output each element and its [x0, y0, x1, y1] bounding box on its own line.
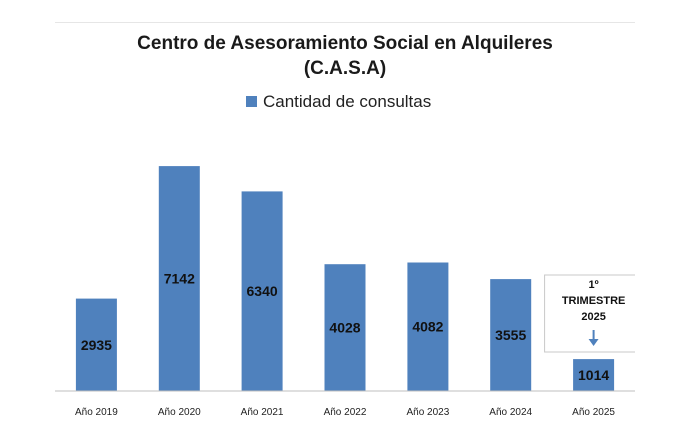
bar-ano-2024: [490, 279, 532, 391]
bar-value-label: 4082: [412, 319, 443, 335]
bar-ano-2020: [158, 166, 200, 391]
note-line: 2025: [581, 311, 605, 323]
x-tick-label: Año 2020: [158, 407, 201, 418]
x-tick-label: Año 2023: [406, 407, 449, 418]
x-tick-label: Año 2024: [489, 407, 532, 418]
down-arrow-head: [588, 339, 599, 346]
bar-chart: Centro de Asesoramiento Social en Alquil…: [55, 33, 635, 418]
bar-ano-2022: [324, 264, 366, 391]
x-tick-label: Año 2019: [75, 407, 118, 418]
chart-title: Centro de Asesoramiento Social en Alquil…: [137, 33, 553, 54]
legend-label: Cantidad de consultas: [263, 92, 431, 111]
legend: Cantidad de consultas: [246, 92, 431, 111]
bar-value-label: 3555: [495, 327, 526, 343]
bar-value-label: 1014: [578, 367, 609, 383]
bar-ano-2019: [75, 298, 117, 391]
x-tick-label: Año 2025: [572, 407, 615, 418]
legend-swatch: [246, 96, 257, 107]
trimester-note: 1º TRIMESTRE 2025: [544, 274, 635, 353]
chart-container: Centro de Asesoramiento Social en Alquil…: [55, 22, 635, 427]
bar-ano-2025: [573, 359, 615, 391]
bar-value-label: 7142: [164, 271, 195, 287]
bar-ano-2021: [241, 191, 283, 391]
bar-value-label: 6340: [247, 283, 278, 299]
x-tick-label: Año 2022: [324, 407, 367, 418]
bar-value-label: 4028: [329, 320, 360, 336]
bars-layer: 2935 7142 6340 4028 4082 3555 1014: [75, 166, 615, 391]
note-line: 1º: [589, 279, 599, 291]
chart-subtitle: (C.A.S.A): [304, 58, 386, 79]
note-line: TRIMESTRE: [562, 295, 626, 307]
bar-value-label: 2935: [81, 337, 112, 353]
x-tick-label: Año 2021: [241, 407, 284, 418]
x-tick-labels: Año 2019 Año 2020 Año 2021 Año 2022 Año 2023…: [75, 407, 615, 418]
bar-ano-2023: [407, 262, 449, 391]
